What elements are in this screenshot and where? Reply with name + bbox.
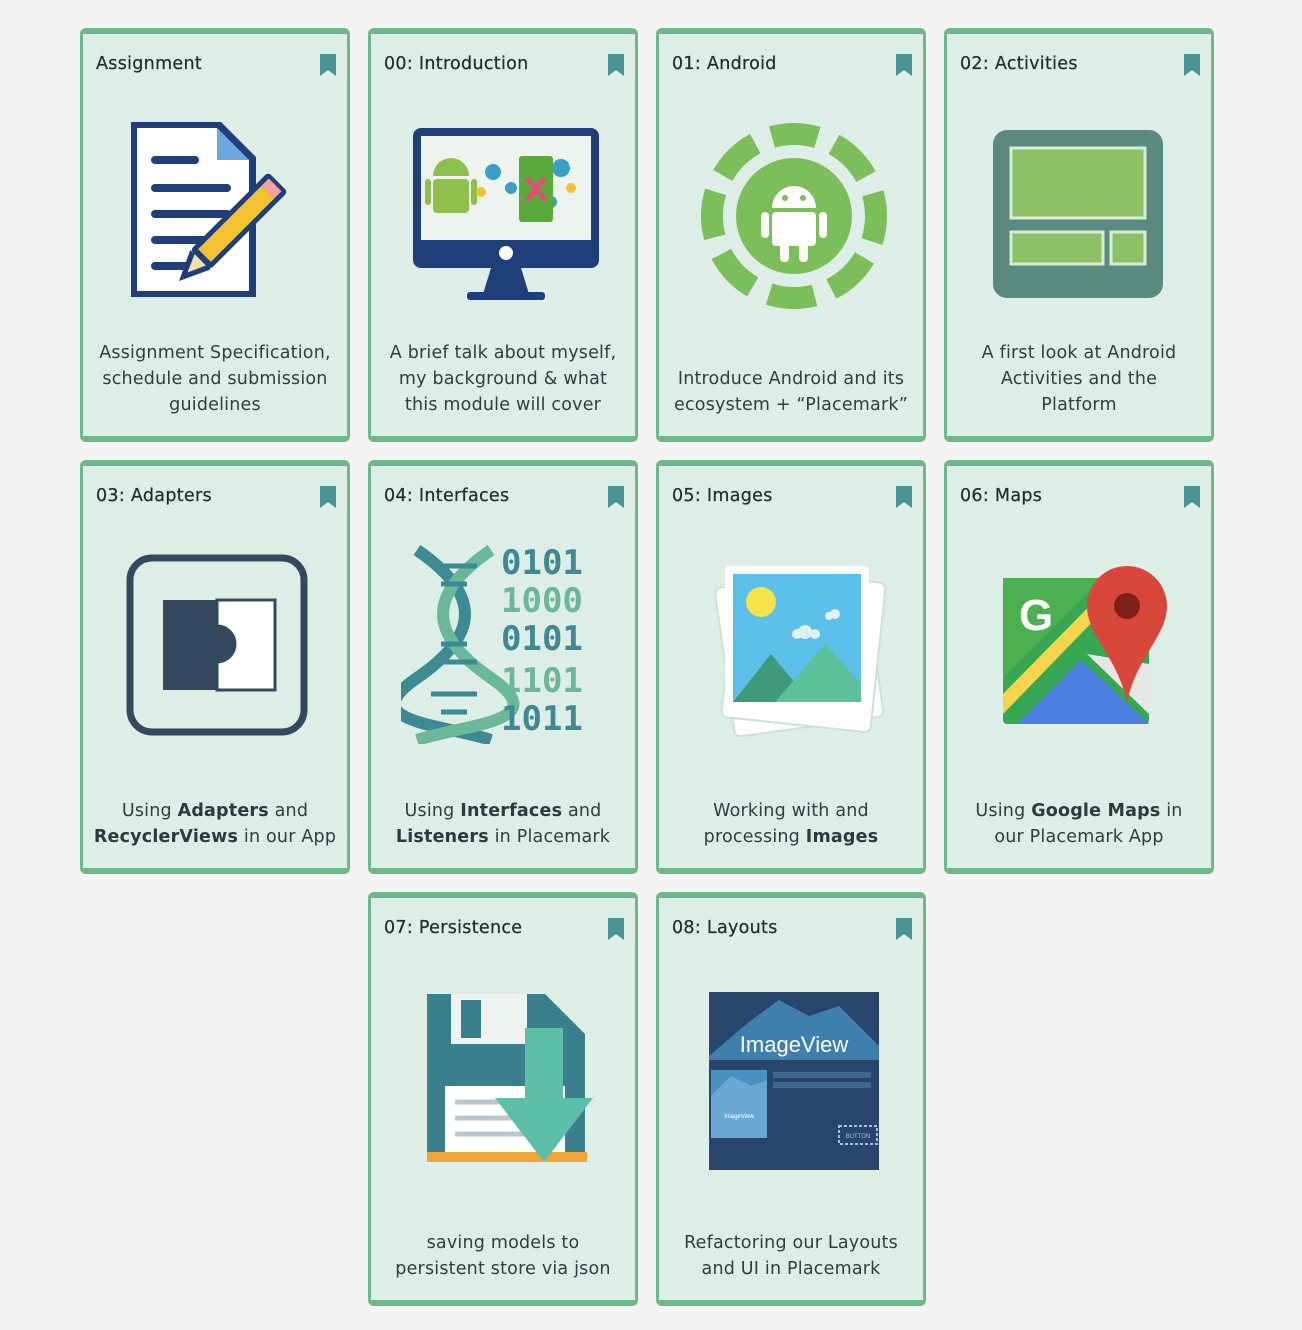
bookmark-icon[interactable] <box>894 484 914 510</box>
card-title: 01: Android <box>672 54 777 74</box>
card-title: 03: Adapters <box>96 486 212 506</box>
photo-stack-icon <box>689 544 899 744</box>
module-grid: Assignment <box>80 28 1214 1306</box>
card-title: 02: Activities <box>960 54 1078 74</box>
card-title: 04: Interfaces <box>384 486 510 506</box>
floppy-disk-download-icon <box>401 976 611 1176</box>
card-description: Working with and processing Images <box>703 801 879 847</box>
card-description: Using Interfaces and Listeners in Placem… <box>395 801 611 847</box>
binary-row: 0101 <box>501 619 583 659</box>
card-images[interactable]: 05: Images Working with and processing I… <box>656 460 926 874</box>
maps-letter: G <box>1019 591 1053 640</box>
card-title: 06: Maps <box>960 486 1043 506</box>
dna-binary-icon: 0101 1000 0101 1101 1011 <box>401 544 611 744</box>
card-description: Using Adapters and RecyclerViews in our … <box>93 801 337 847</box>
google-maps-icon: G <box>977 544 1187 744</box>
card-android[interactable]: 01: Android <box>656 28 926 442</box>
card-layouts[interactable]: 08: Layouts ImageView ImageView BUTTON R… <box>656 892 926 1306</box>
activity-layout-icon <box>977 112 1187 312</box>
card-title: 08: Layouts <box>672 918 778 938</box>
bookmark-icon[interactable] <box>606 52 626 78</box>
card-introduction[interactable]: 00: Introduction <box>368 28 638 442</box>
bookmark-icon[interactable] <box>1182 52 1202 78</box>
card-title: Assignment <box>96 54 203 74</box>
bookmark-icon[interactable] <box>318 484 338 510</box>
card-maps[interactable]: 06: Maps G Using Google Maps in our Plac… <box>944 460 1214 874</box>
bookmark-icon[interactable] <box>894 916 914 942</box>
binary-row: 1101 <box>501 661 583 701</box>
bookmark-icon[interactable] <box>318 52 338 78</box>
card-description: A brief talk about myself, my background… <box>389 343 617 415</box>
imageview-small-label: ImageView <box>724 1114 754 1120</box>
card-persistence[interactable]: 07: Persistence saving models to persist… <box>368 892 638 1306</box>
bookmark-icon[interactable] <box>1182 484 1202 510</box>
binary-row: 1011 <box>501 699 583 739</box>
button-label: BUTTON <box>846 1134 871 1140</box>
bookmark-icon[interactable] <box>606 484 626 510</box>
bookmark-icon[interactable] <box>606 916 626 942</box>
imageview-label: ImageView <box>740 1032 849 1057</box>
card-title: 07: Persistence <box>384 918 523 938</box>
binary-row: 1000 <box>501 581 583 621</box>
adapter-puzzle-icon <box>113 544 323 744</box>
card-title: 00: Introduction <box>384 54 529 74</box>
android-robot-icon <box>689 112 899 312</box>
card-description: Assignment Specification, schedule and s… <box>99 343 331 415</box>
card-title: 05: Images <box>672 486 773 506</box>
card-assignment[interactable]: Assignment <box>80 28 350 442</box>
document-pencil-icon <box>113 112 323 312</box>
binary-row: 0101 <box>501 544 583 583</box>
monitor-android-icon <box>401 112 611 312</box>
card-description: saving models to persistent store via js… <box>395 1233 611 1279</box>
card-description: Using Google Maps in our Placemark App <box>975 801 1183 847</box>
bookmark-icon[interactable] <box>894 52 914 78</box>
card-interfaces[interactable]: 04: Interfaces 0101 1000 0101 1101 1011 <box>368 460 638 874</box>
card-description: A first look at Android Activities and t… <box>981 343 1177 415</box>
card-adapters[interactable]: 03: Adapters Using Adapters and Recycler… <box>80 460 350 874</box>
card-description: Introduce Android and its ecosystem + “P… <box>674 369 908 415</box>
imageview-layout-icon: ImageView ImageView BUTTON <box>689 976 899 1176</box>
card-description: Refactoring our Layouts and UI in Placem… <box>684 1233 898 1279</box>
card-activities[interactable]: 02: Activities A first look at Android A… <box>944 28 1214 442</box>
